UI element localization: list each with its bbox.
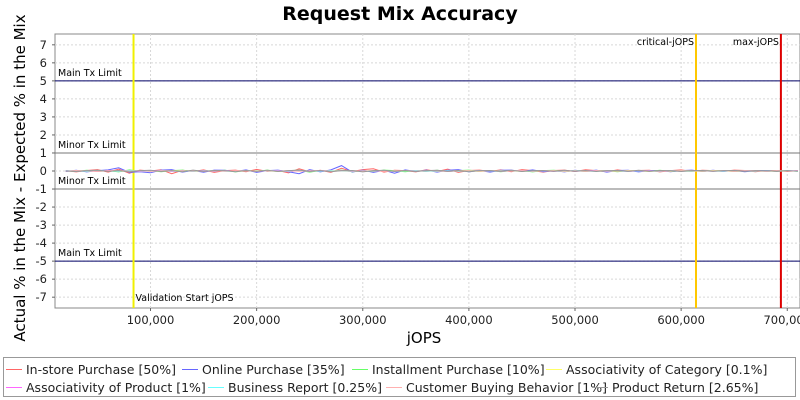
- legend-swatch: [208, 386, 224, 388]
- limit-line-label: Main Tx Limit: [58, 68, 122, 79]
- legend-item: Customer Buying Behavior [1%]: [386, 378, 607, 396]
- y-tick-label: 5: [40, 74, 47, 88]
- y-tick-label: -2: [36, 200, 47, 214]
- legend-label: In-store Purchase [50%]: [26, 361, 176, 377]
- x-tick-label: 400,000: [445, 313, 493, 327]
- legend-label: Installment Purchase [10%]: [372, 361, 545, 377]
- y-tick-label: 0: [40, 164, 47, 178]
- legend-label: Business Report [0.25%]: [228, 379, 382, 395]
- legend-label: Associativity of Category [0.1%]: [566, 361, 768, 377]
- limit-lines: Main Tx Limit Minor Tx Limit Minor Tx Limi…: [55, 68, 800, 262]
- legend-item: Installment Purchase [10%]: [352, 360, 545, 378]
- legend-label: Associativity of Product [1%]: [26, 379, 206, 395]
- y-tick-label: 1: [40, 146, 47, 160]
- y-tick-label: 4: [40, 92, 47, 106]
- legend-item: Associativity of Product [1%]: [6, 378, 206, 396]
- legend: In-store Purchase [50%] Online Purchase […: [3, 357, 796, 397]
- legend-swatch: [182, 368, 198, 370]
- x-tick-label: 300,000: [339, 313, 387, 327]
- x-tick-label: 100,000: [127, 313, 175, 327]
- legend-swatch: [352, 368, 368, 370]
- y-tick-label: 3: [40, 110, 47, 124]
- x-ticks: 100,000 200,000 300,000 400,000 500,000 600,0…: [127, 308, 800, 327]
- series-line: [65, 169, 798, 173]
- x-tick-label: 700,000: [763, 313, 800, 327]
- y-tick-label: -1: [36, 182, 47, 196]
- y-tick-label: -4: [36, 236, 47, 250]
- y-tick-label: 7: [40, 38, 47, 52]
- marker-line-label: Validation Start jOPS: [136, 293, 234, 304]
- x-tick-label: 200,000: [233, 313, 281, 327]
- limit-line-label: Minor Tx Limit: [58, 176, 126, 187]
- marker-line-label: critical-jOPS: [637, 37, 694, 48]
- legend-label: Customer Buying Behavior [1%]: [406, 379, 607, 395]
- chart-title: Request Mix Accuracy: [282, 3, 518, 25]
- legend-swatch: [6, 386, 22, 388]
- x-axis-label: jOPS: [406, 329, 442, 347]
- y-tick-label: -7: [36, 290, 47, 304]
- legend-item: Business Report [0.25%]: [208, 378, 382, 396]
- legend-item: Product Return [2.65%]: [592, 378, 758, 396]
- y-ticks: 7 6 5 4 3 2 1 0 -1 -2 -3 -4 -5 -6 -7: [36, 38, 55, 304]
- legend-swatch: [386, 386, 402, 388]
- legend-item: Online Purchase [35%]: [182, 360, 345, 378]
- legend-swatch: [546, 368, 562, 370]
- legend-label: Online Purchase [35%]: [202, 361, 345, 377]
- legend-swatch: [6, 368, 22, 370]
- y-tick-label: -3: [36, 218, 47, 232]
- y-tick-label: 6: [40, 56, 47, 70]
- limit-line-label: Main Tx Limit: [58, 248, 122, 259]
- legend-swatch: [592, 386, 608, 388]
- x-tick-label: 600,000: [657, 313, 705, 327]
- marker-line-label: max-jOPS: [733, 37, 779, 48]
- legend-item: Associativity of Category [0.1%]: [546, 360, 767, 378]
- legend-item: In-store Purchase [50%]: [6, 360, 176, 378]
- legend-label: Product Return [2.65%]: [612, 379, 759, 395]
- y-tick-label: -5: [36, 254, 47, 268]
- y-tick-label: -6: [36, 272, 47, 286]
- series-lines: [65, 165, 798, 175]
- y-axis-label: Actual % in the Mix - Expected % in the …: [11, 14, 29, 341]
- x-tick-label: 500,000: [551, 313, 599, 327]
- limit-line-label: Minor Tx Limit: [58, 140, 126, 151]
- y-tick-label: 2: [40, 128, 47, 142]
